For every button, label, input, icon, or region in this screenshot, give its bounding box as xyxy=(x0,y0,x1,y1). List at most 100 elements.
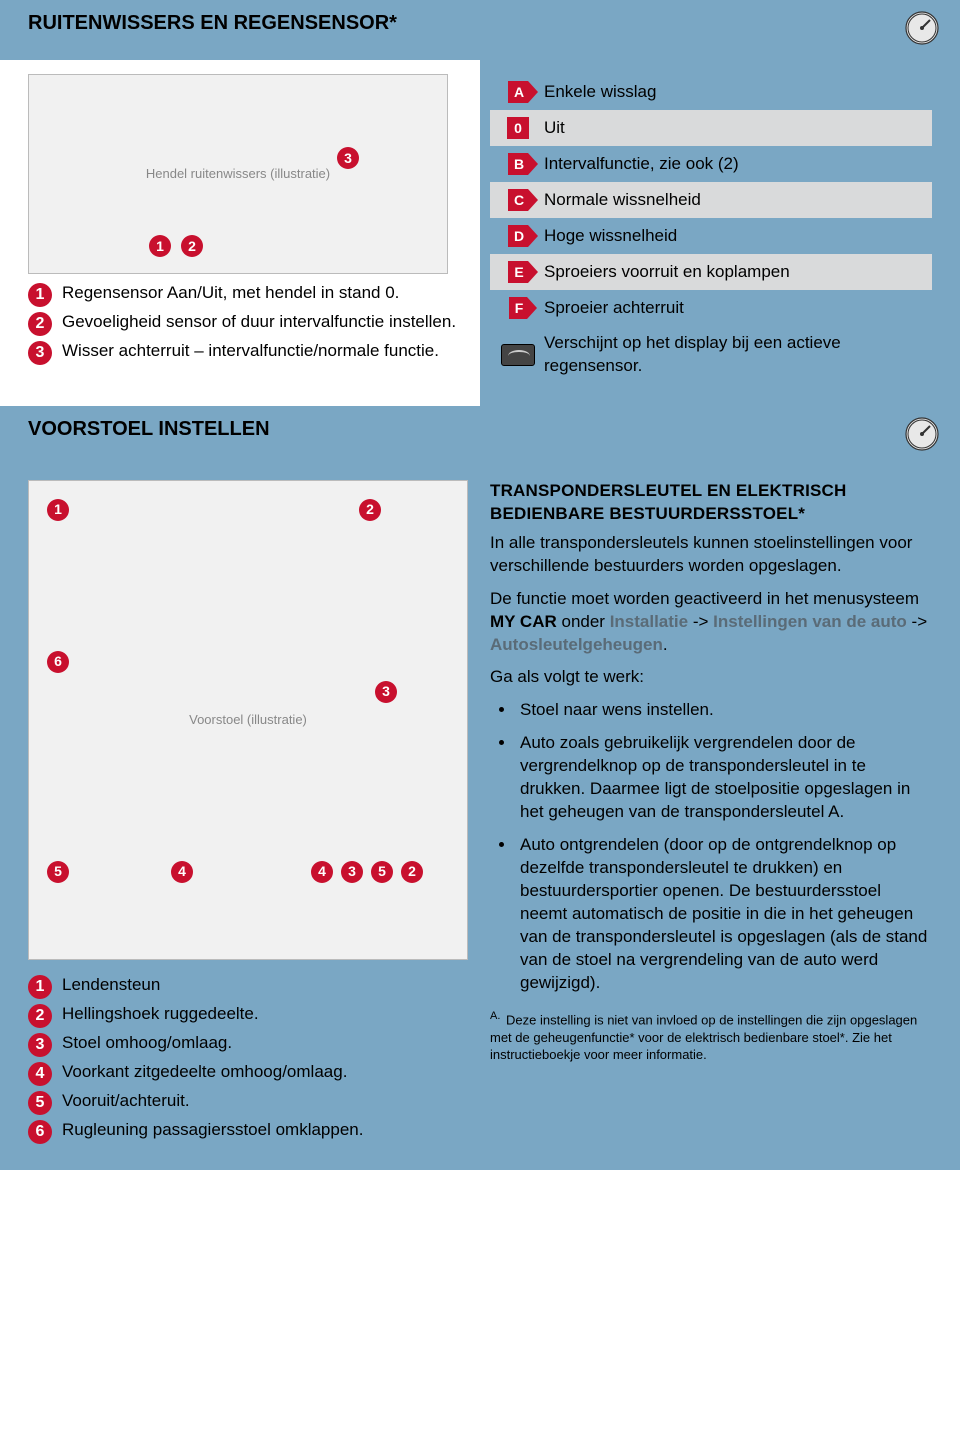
circle-number: 6 xyxy=(28,1120,52,1144)
section2-title: VOORSTOEL INSTELLEN xyxy=(28,416,270,443)
section2-left: Voorstoel (illustratie) 1 2 6 3 5 4 4 3 … xyxy=(0,466,480,1170)
legend-badge-arrow: A xyxy=(498,81,538,103)
footnote-text: Deze instelling is niet van invloed op d… xyxy=(490,1012,917,1062)
illustration-placeholder-label: Voorstoel (illustratie) xyxy=(189,711,307,729)
callout-5: 5 xyxy=(47,861,69,883)
callout-5b: 5 xyxy=(371,861,393,883)
callout-2: 2 xyxy=(181,235,203,257)
legend-text: Hoge wissnelheid xyxy=(538,225,922,248)
step-item: Auto zoals gebruikelijk vergrendelen doo… xyxy=(516,732,932,824)
legend-badge-arrow: D xyxy=(498,225,538,247)
para2-prefix: De functie moet worden geactiveerd in he… xyxy=(490,589,919,608)
legend-text: Intervalfunctie, zie ook (2) xyxy=(538,153,922,176)
list-item: 5 Vooruit/achteruit. xyxy=(28,1090,462,1115)
legend-text: Normale wissnelheid xyxy=(538,189,922,212)
circle-number: 2 xyxy=(28,312,52,336)
menu-path-1: Installatie xyxy=(610,612,688,631)
list-text: Gevoeligheid sensor of duur intervalfunc… xyxy=(62,311,462,334)
section2-para1: In alle transpondersleutels kunnen stoel… xyxy=(490,532,932,578)
menu-sep: -> xyxy=(912,612,928,631)
legend-badge-arrow: B xyxy=(498,153,538,175)
list-item: 1 Regensensor Aan/Uit, met hendel in sta… xyxy=(28,282,462,307)
list-text: Vooruit/achteruit. xyxy=(62,1090,462,1113)
list-text: Hellingshoek ruggedeelte. xyxy=(62,1003,462,1026)
illustration-placeholder-label: Hendel ruitenwissers (illustratie) xyxy=(146,165,330,183)
section1-header: RUITENWISSERS EN REGENSENSOR* xyxy=(0,0,960,60)
page: RUITENWISSERS EN REGENSENSOR* Hendel rui… xyxy=(0,0,960,1210)
legend-row: B Intervalfunctie, zie ook (2) xyxy=(490,146,932,182)
section1-numbered-list: 1 Regensensor Aan/Uit, met hendel in sta… xyxy=(28,282,462,365)
legend-badge-arrow: F xyxy=(498,297,538,319)
seat-illustration: Voorstoel (illustratie) 1 2 6 3 5 4 4 3 … xyxy=(28,480,468,960)
legend-badge-arrow: C xyxy=(498,189,538,211)
menu-sep: -> xyxy=(693,612,713,631)
section2-numbered-list: 1Lendensteun 2Hellingshoek ruggedeelte. … xyxy=(28,974,462,1144)
callout-3: 3 xyxy=(337,147,359,169)
gauge-icon xyxy=(904,10,940,46)
callout-4b: 4 xyxy=(311,861,333,883)
legend-badge-square: 0 xyxy=(498,117,538,139)
section1-body: Hendel ruitenwissers (illustratie) 1 2 3… xyxy=(0,60,960,406)
mycar-label: MY CAR xyxy=(490,612,557,631)
list-item: 2 Hellingshoek ruggedeelte. xyxy=(28,1003,462,1028)
list-item: 1 Lendensteun xyxy=(28,974,462,999)
list-text: Stoel omhoog/omlaag. xyxy=(62,1032,462,1055)
legend-text: Sproeiers voorruit en koplampen xyxy=(538,261,922,284)
gauge-icon xyxy=(904,416,940,452)
circle-number: 5 xyxy=(28,1091,52,1115)
section1-title: RUITENWISSERS EN REGENSENSOR* xyxy=(28,10,397,37)
circle-number: 1 xyxy=(28,975,52,999)
callout-3: 3 xyxy=(375,681,397,703)
section1-left: Hendel ruitenwissers (illustratie) 1 2 3… xyxy=(0,60,480,406)
callout-2b: 2 xyxy=(401,861,423,883)
circle-number: 3 xyxy=(28,341,52,365)
callout-4: 4 xyxy=(171,861,193,883)
circle-number: 3 xyxy=(28,1033,52,1057)
list-text: Lendensteun xyxy=(62,974,462,997)
section2-para2: De functie moet worden geactiveerd in he… xyxy=(490,588,932,657)
legend-text: Verschijnt op het display bij een actiev… xyxy=(538,332,922,378)
legend-row: C Normale wissnelheid xyxy=(490,182,932,218)
section2-body: Voorstoel (illustratie) 1 2 6 3 5 4 4 3 … xyxy=(0,466,960,1170)
callout-3b: 3 xyxy=(341,861,363,883)
footnote: A. Deze instelling is niet van invloed o… xyxy=(490,1009,932,1064)
legend-badge-arrow: E xyxy=(498,261,538,283)
menu-path-3: Autosleutelgeheugen xyxy=(490,635,663,654)
section2-subheading: TRANSPONDERSLEUTEL EN ELEKTRISCH BEDIENB… xyxy=(490,480,932,526)
list-text: Rugleuning passagiersstoel omklappen. xyxy=(62,1119,462,1142)
legend-table: A Enkele wisslag 0 Uit B Intervalfunctie… xyxy=(490,74,932,384)
callout-6: 6 xyxy=(47,651,69,673)
legend-row: Verschijnt op het display bij een actiev… xyxy=(490,326,932,384)
list-text: Wisser achterruit – intervalfunctie/norm… xyxy=(62,340,462,363)
section2-right: TRANSPONDERSLEUTEL EN ELEKTRISCH BEDIENB… xyxy=(480,466,960,1170)
list-item: 4 Voorkant zitgedeelte omhoog/omlaag. xyxy=(28,1061,462,1086)
legend-row: D Hoge wissnelheid xyxy=(490,218,932,254)
steps-intro: Ga als volgt te werk: xyxy=(490,666,932,689)
para2-mid: onder xyxy=(561,612,609,631)
circle-number: 4 xyxy=(28,1062,52,1086)
callout-1: 1 xyxy=(149,235,171,257)
legend-row: F Sproeier achterruit xyxy=(490,290,932,326)
legend-row: E Sproeiers voorruit en koplampen xyxy=(490,254,932,290)
list-item: 6 Rugleuning passagiersstoel omklappen. xyxy=(28,1119,462,1144)
footnote-mark: A. xyxy=(490,1010,500,1022)
callout-1: 1 xyxy=(47,499,69,521)
list-text: Regensensor Aan/Uit, met hendel in stand… xyxy=(62,282,462,305)
section1-right-legend: A Enkele wisslag 0 Uit B Intervalfunctie… xyxy=(480,60,960,406)
list-text: Voorkant zitgedeelte omhoog/omlaag. xyxy=(62,1061,462,1084)
steps-list: Stoel naar wens instellen. Auto zoals ge… xyxy=(490,699,932,994)
legend-row: 0 Uit xyxy=(490,110,932,146)
step-item: Stoel naar wens instellen. xyxy=(516,699,932,722)
list-item: 2 Gevoeligheid sensor of duur intervalfu… xyxy=(28,311,462,336)
callout-2: 2 xyxy=(359,499,381,521)
list-item: 3 Wisser achterruit – intervalfunctie/no… xyxy=(28,340,462,365)
wiper-stalk-illustration: Hendel ruitenwissers (illustratie) 1 2 3 xyxy=(28,74,448,274)
rain-sensor-icon xyxy=(498,344,538,366)
circle-number: 2 xyxy=(28,1004,52,1028)
legend-row: A Enkele wisslag xyxy=(490,74,932,110)
circle-number: 1 xyxy=(28,283,52,307)
step-item: Auto ontgrendelen (door op de ontgrendel… xyxy=(516,834,932,995)
legend-text: Uit xyxy=(538,117,922,140)
legend-text: Enkele wisslag xyxy=(538,81,922,104)
menu-path-2: Instellingen van de auto xyxy=(713,612,907,631)
